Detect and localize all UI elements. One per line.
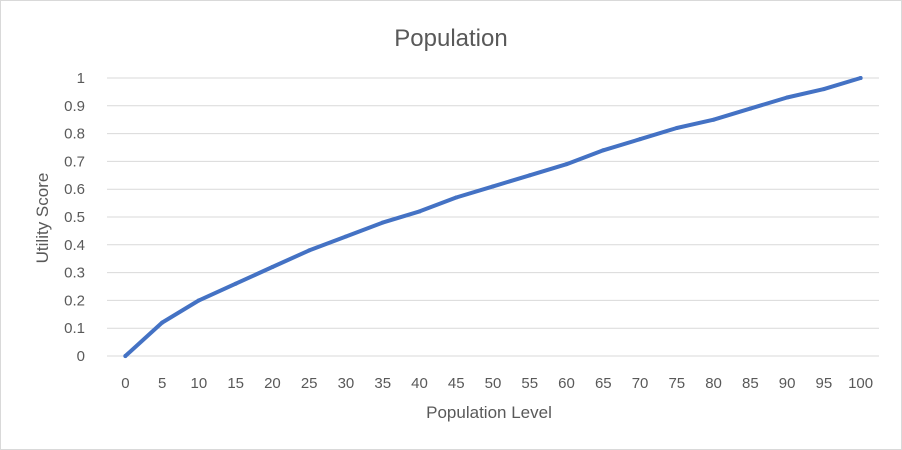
x-tick-label: 15	[227, 375, 244, 392]
data-point	[491, 184, 495, 189]
y-axis-ticks: 0 0.1 0.2 0.3 0.4 0.5 0.6 0.7 0.8 0.9 1	[64, 70, 85, 365]
y-tick-label: 0.2	[64, 292, 85, 309]
data-point	[711, 117, 716, 122]
x-tick-label: 30	[338, 375, 355, 392]
data-point	[785, 95, 790, 100]
y-tick-label: 0.1	[64, 320, 85, 337]
data-point	[417, 209, 422, 214]
series-layer	[123, 76, 863, 358]
x-tick-label: 10	[191, 375, 208, 392]
x-tick-label: 55	[521, 375, 538, 392]
x-tick-label: 35	[374, 375, 391, 392]
data-point	[343, 234, 348, 239]
y-tick-label: 0.7	[64, 153, 85, 170]
y-tick-label: 1	[77, 70, 85, 87]
data-point	[564, 162, 569, 167]
x-tick-label: 75	[668, 375, 685, 392]
y-tick-label: 0.4	[64, 237, 85, 254]
data-point	[821, 87, 826, 92]
y-tick-label: 0.8	[64, 126, 85, 143]
data-point	[454, 195, 459, 200]
x-tick-label: 85	[742, 375, 759, 392]
x-tick-label: 95	[816, 375, 833, 392]
x-axis-title: Population Level	[426, 403, 552, 422]
x-tick-label: 0	[121, 375, 129, 392]
data-point	[748, 106, 753, 111]
x-tick-label: 50	[485, 375, 502, 392]
data-point	[123, 354, 128, 358]
x-tick-label: 80	[705, 375, 722, 392]
chart-title: Population	[394, 25, 507, 52]
data-point	[527, 173, 532, 178]
y-tick-label: 0	[77, 348, 85, 365]
x-tick-label: 60	[558, 375, 575, 392]
x-tick-label: 65	[595, 375, 612, 392]
data-point	[858, 76, 863, 80]
y-tick-label: 0.5	[64, 209, 85, 226]
x-axis-ticks: 0 5 10 15 20 25 30 35 40 45 50 55 60 65 70 75 80 85 90 95 10…	[121, 375, 873, 392]
data-point	[270, 265, 275, 270]
x-tick-label: 20	[264, 375, 281, 392]
x-tick-label: 25	[301, 375, 318, 392]
y-tick-label: 0.6	[64, 181, 85, 198]
data-point	[380, 220, 385, 225]
x-tick-label: 70	[632, 375, 649, 392]
x-tick-label: 40	[411, 375, 428, 392]
data-point	[307, 248, 312, 253]
data-point	[196, 298, 201, 303]
x-tick-label: 5	[158, 375, 166, 392]
data-point	[160, 320, 165, 325]
y-tick-label: 0.9	[64, 98, 85, 115]
data-point	[674, 126, 679, 131]
gridlines	[107, 77, 879, 357]
y-tick-label: 0.3	[64, 265, 85, 282]
data-point	[638, 137, 643, 142]
data-point	[601, 148, 606, 153]
x-tick-label: 100	[848, 375, 873, 392]
y-axis-title: Utility Score	[33, 173, 52, 264]
x-tick-label: 45	[448, 375, 465, 392]
x-tick-label: 90	[779, 375, 796, 392]
data-point	[233, 281, 238, 286]
